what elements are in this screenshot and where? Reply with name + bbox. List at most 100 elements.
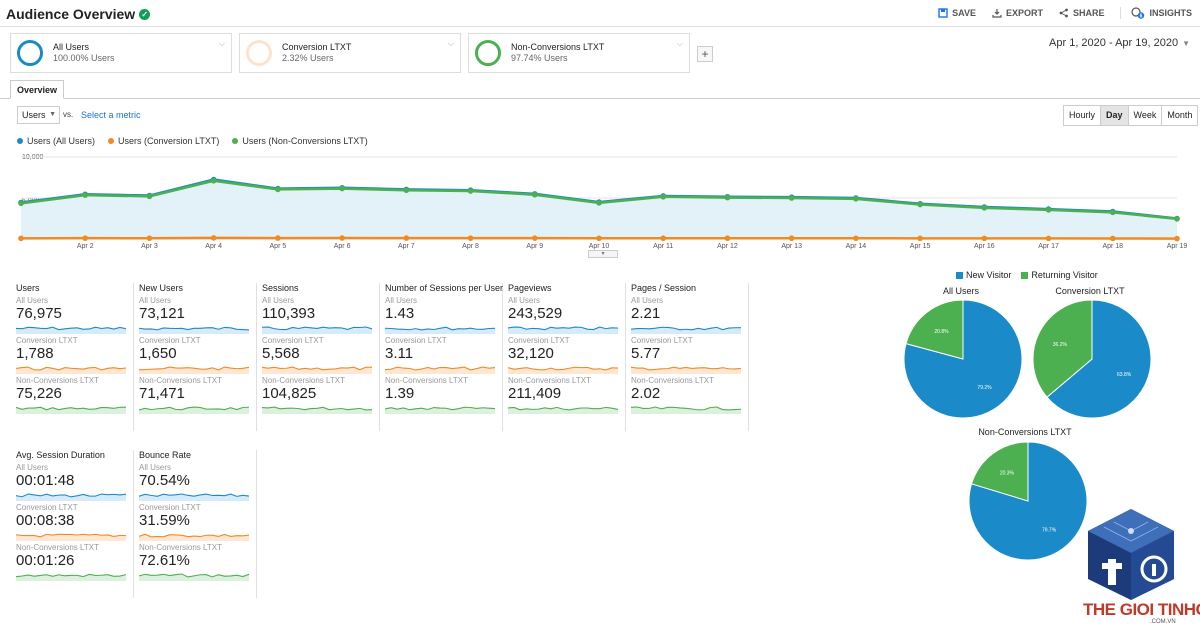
sparkline-line bbox=[139, 366, 249, 371]
pie-slice-new-visitor[interactable] bbox=[968, 441, 1088, 561]
caret-down-icon: ▼ bbox=[49, 111, 56, 118]
granularity-day[interactable]: Day bbox=[1101, 106, 1129, 125]
pie-legend-returning[interactable]: Returning Visitor bbox=[1021, 270, 1098, 280]
metric-value: 211,409 bbox=[508, 385, 562, 402]
pie-slice-returning-visitor[interactable] bbox=[970, 441, 1029, 502]
export-button[interactable]: EXPORT bbox=[992, 7, 1043, 19]
metric-card[interactable]: New Users All Users 73,121 Conversion LTXT 1… bbox=[139, 283, 257, 431]
series-non-conversion-point[interactable] bbox=[146, 193, 153, 200]
series-non-conversion-point[interactable] bbox=[339, 185, 345, 192]
save-button[interactable]: SAVE bbox=[938, 7, 976, 19]
metric-segment-label: All Users bbox=[139, 463, 172, 472]
series-conversion-point[interactable] bbox=[917, 235, 923, 242]
granularity-hourly[interactable]: Hourly bbox=[1064, 106, 1102, 125]
chevron-down-icon[interactable]: ⌵ bbox=[676, 39, 683, 48]
segment-all-users[interactable]: All Users 100.00% Users ⌵ bbox=[10, 33, 232, 73]
legend-item-all[interactable]: Users (All Users) bbox=[17, 136, 95, 146]
series-conversion-point[interactable] bbox=[981, 235, 988, 242]
series-non-conversion-point[interactable] bbox=[1045, 207, 1052, 213]
metric-card[interactable]: Pageviews All Users 243,529 Conversion LTXT… bbox=[508, 283, 626, 431]
segment-non-conversion[interactable]: Non-Conversions LTXT 97.74% Users ⌵ bbox=[468, 33, 690, 73]
metric-card[interactable]: Number of Sessions per User All Users 1.43… bbox=[385, 283, 503, 431]
sparkline-line bbox=[631, 366, 741, 371]
series-non-conversion-point[interactable] bbox=[403, 187, 410, 194]
pie-label-new: 63.8% bbox=[1117, 372, 1132, 378]
segment-ring-icon bbox=[246, 40, 272, 66]
metric-segment-label: Non-Conversions LTXT bbox=[16, 543, 99, 552]
series-conversion-point[interactable] bbox=[339, 235, 345, 241]
chevron-down-icon[interactable]: ⌵ bbox=[447, 39, 454, 48]
series-conversion-point[interactable] bbox=[596, 235, 602, 242]
pie-slice-returning-visitor[interactable] bbox=[905, 299, 964, 360]
pie-legend-new[interactable]: New Visitor bbox=[956, 270, 1011, 280]
metric-segment-label: Conversion LTXT bbox=[262, 336, 324, 345]
metric-card[interactable]: Sessions All Users 110,393 Conversion LTXT 5… bbox=[262, 283, 380, 431]
series-non-conversion-point[interactable] bbox=[82, 192, 89, 198]
legend-item-non-conversion[interactable]: Users (Non-Conversions LTXT) bbox=[232, 136, 368, 146]
series-non-conversion-point[interactable] bbox=[531, 191, 538, 198]
series-conversion-point[interactable] bbox=[1174, 235, 1180, 242]
series-non-conversion-point[interactable] bbox=[596, 200, 602, 206]
segment-pct: 97.74% Users bbox=[511, 53, 568, 63]
series-non-conversion-point[interactable] bbox=[724, 194, 731, 201]
legend-item-conversion[interactable]: Users (Conversion LTXT) bbox=[108, 136, 219, 146]
segment-conversion[interactable]: Conversion LTXT 2.32% Users ⌵ bbox=[239, 33, 461, 73]
pie-slice-new-visitor[interactable] bbox=[1046, 299, 1152, 419]
series-non-conversion-point[interactable] bbox=[1174, 216, 1180, 222]
collapse-chart-handle[interactable]: ▾ bbox=[588, 250, 618, 258]
insights-button[interactable]: 6 INSIGHTS bbox=[1120, 7, 1192, 19]
series-non-conversion-point[interactable] bbox=[853, 196, 859, 202]
date-range-picker[interactable]: Apr 1, 2020 - Apr 19, 2020 ▼ bbox=[1049, 37, 1190, 49]
granularity-month[interactable]: Month bbox=[1162, 106, 1198, 125]
metric-card[interactable]: Users All Users 76,975 Conversion LTXT 1,788… bbox=[16, 283, 134, 431]
series-non-conversion-point[interactable] bbox=[660, 193, 667, 200]
series-non-conversion-point[interactable] bbox=[275, 186, 281, 193]
tab-overview[interactable]: Overview bbox=[10, 80, 65, 99]
select-metric-link[interactable]: Select a metric bbox=[81, 110, 141, 120]
series-non-conversion-point[interactable] bbox=[210, 177, 217, 184]
page-title-wrap: Audience Overview ✓ bbox=[6, 6, 151, 22]
chevron-down-icon[interactable]: ⌵ bbox=[218, 39, 225, 48]
series-conversion-point[interactable] bbox=[467, 235, 474, 241]
metric-value: 32,120 bbox=[508, 345, 554, 362]
pie-label-returning: 20.3% bbox=[1000, 471, 1015, 477]
series-conversion-point[interactable] bbox=[788, 235, 795, 242]
metric-card[interactable]: Pages / Session All Users 2.21 Conversion L… bbox=[631, 283, 749, 431]
metric-segment-label: All Users bbox=[16, 296, 49, 305]
metric-segment-label: Conversion LTXT bbox=[16, 336, 78, 345]
sparkline bbox=[631, 366, 741, 374]
series-conversion-point[interactable] bbox=[18, 235, 24, 242]
pie-slice-returning-visitor[interactable] bbox=[1032, 299, 1093, 398]
series-non-conversion-point[interactable] bbox=[788, 195, 795, 201]
add-segment-button[interactable]: + bbox=[697, 46, 713, 62]
series-non-conversion-point[interactable] bbox=[1109, 209, 1116, 216]
series-conversion-point[interactable] bbox=[275, 235, 281, 241]
series-conversion-point[interactable] bbox=[403, 235, 410, 241]
series-conversion-point[interactable] bbox=[1045, 235, 1052, 242]
granularity-week[interactable]: Week bbox=[1128, 106, 1163, 125]
metric-segment-label: Conversion LTXT bbox=[508, 336, 570, 345]
metric-select[interactable]: Users ▼ bbox=[17, 106, 60, 124]
metric-title: Pageviews bbox=[508, 283, 552, 293]
series-non-conversion-point[interactable] bbox=[18, 200, 24, 207]
metric-value: 2.21 bbox=[631, 305, 661, 322]
series-conversion-point[interactable] bbox=[531, 235, 538, 241]
x-tick-label: Apr 13 bbox=[781, 243, 802, 250]
sparkline bbox=[262, 326, 372, 334]
metric-card[interactable]: Avg. Session Duration All Users 00:01:48 Co… bbox=[16, 450, 134, 598]
share-button[interactable]: SHARE bbox=[1059, 7, 1105, 19]
series-conversion-point[interactable] bbox=[660, 235, 667, 242]
series-conversion-point[interactable] bbox=[853, 235, 859, 242]
series-conversion-point[interactable] bbox=[724, 235, 731, 242]
series-non-conversion-point[interactable] bbox=[981, 205, 988, 211]
series-non-conversion-point[interactable] bbox=[917, 201, 923, 208]
series-non-conversion-point[interactable] bbox=[467, 188, 474, 194]
metric-card[interactable]: Bounce Rate All Users 70.54% Conversion LTX… bbox=[139, 450, 257, 598]
series-conversion-point[interactable] bbox=[146, 235, 153, 242]
sparkline bbox=[508, 326, 618, 334]
sparkline-area bbox=[385, 407, 495, 414]
share-label: SHARE bbox=[1072, 8, 1105, 18]
series-conversion-point[interactable] bbox=[210, 235, 217, 241]
series-conversion-point[interactable] bbox=[82, 235, 89, 241]
series-conversion-point[interactable] bbox=[1109, 235, 1116, 242]
